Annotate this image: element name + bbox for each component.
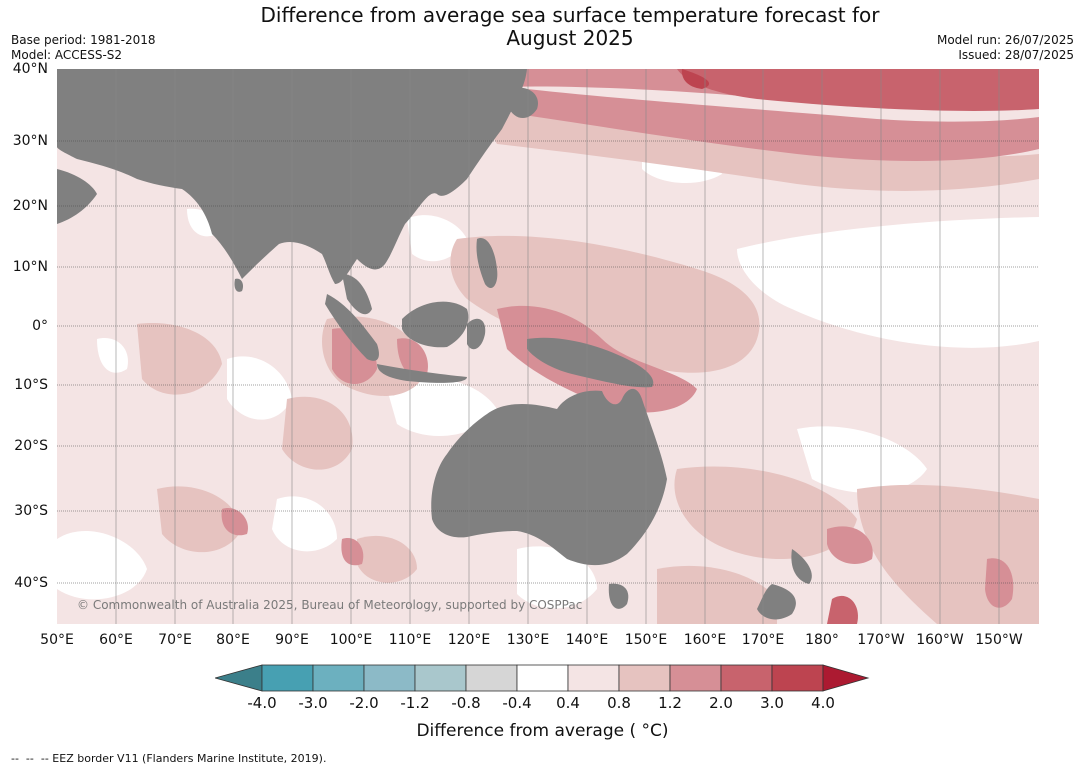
sst-anomaly-map (57, 69, 1039, 624)
lon-label: 80°E (216, 632, 250, 648)
graticule (57, 140, 1039, 584)
title-line-1: Difference from average sea surface temp… (260, 3, 880, 27)
lon-label: 170°E (741, 632, 785, 648)
colorbar-bin (567, 664, 620, 692)
colorbar-bin (618, 664, 671, 692)
lat-label: 20°N (12, 198, 48, 214)
colorbar-label: Difference from average ( °C) (416, 721, 669, 741)
colorbar-above-arrow (822, 664, 870, 692)
lon-label: 140°E (565, 632, 609, 648)
colorbar-tick: -1.2 (400, 694, 430, 712)
lat-label: 40°S (14, 575, 48, 591)
model-label: Model: ACCESS-S2 (11, 48, 123, 62)
philippines-islands (476, 238, 498, 289)
colorbar-tick: -0.8 (451, 694, 481, 712)
colorbar-tick: 3.0 (760, 694, 784, 712)
new-zealand-south-island (757, 584, 796, 620)
colorbar-tick: 1.2 (658, 694, 682, 712)
colorbar-bin (312, 664, 365, 692)
lon-label: 160°W (916, 632, 964, 648)
australia-continent (431, 388, 667, 566)
malay-peninsula (342, 274, 372, 315)
model-run-label: Model run: 26/07/2025 (936, 33, 1074, 47)
colorbar-tick: -4.0 (247, 694, 277, 712)
meta-left: Base period: 1981-2018 Model: ACCESS-S2 (11, 33, 156, 63)
issued-label: Issued: 28/07/2025 (958, 48, 1074, 62)
meridians (115, 69, 1000, 624)
colorbar-bin (669, 664, 722, 692)
lon-label: 170°W (857, 632, 905, 648)
new-zealand-north-island (791, 549, 812, 584)
lat-label: 10°N (12, 259, 48, 275)
lat-label: 30°N (12, 133, 48, 149)
new-guinea-island (527, 337, 654, 388)
colorbar-tick: 4.0 (811, 694, 835, 712)
sumatra-island (325, 294, 379, 361)
colorbar-bin (720, 664, 773, 692)
colorbar-tick: 2.0 (709, 694, 733, 712)
meta-right: Model run: 26/07/2025 Issued: 28/07/2025 (937, 33, 1074, 63)
lon-label: 160°E (683, 632, 727, 648)
anomaly-band-3.0-4.0 (681, 69, 710, 89)
lon-label: 180° (805, 632, 839, 648)
colorbar (215, 664, 870, 692)
lon-label: 150°E (624, 632, 668, 648)
japan-island (507, 87, 538, 119)
lat-label: 0° (32, 318, 48, 334)
lon-label: 100°E (329, 632, 373, 648)
borneo-island (402, 301, 469, 348)
lat-label: 10°S (14, 377, 48, 393)
sri-lanka-island (234, 278, 244, 292)
lon-label: 120°E (447, 632, 491, 648)
sulawesi-island (467, 318, 486, 350)
lat-label: 40°N (12, 61, 48, 77)
colorbar-bin (516, 664, 569, 692)
colorbar-tick: 0.8 (607, 694, 631, 712)
colorbar-tick: 0.4 (556, 694, 580, 712)
lon-label: 150°W (975, 632, 1023, 648)
lon-label: 60°E (99, 632, 133, 648)
colorbar-tick: -3.0 (298, 694, 328, 712)
lat-label: 20°S (14, 438, 48, 454)
eez-footnote: -- -- -- EEZ border V11 (Flanders Marine… (11, 752, 327, 765)
colorbar-bin (465, 664, 518, 692)
lon-label: 130°E (506, 632, 550, 648)
title-line-2: August 2025 (506, 26, 634, 50)
colorbar-tick: -0.4 (502, 694, 532, 712)
chart-title: Difference from average sea surface temp… (170, 4, 970, 50)
lon-label: 90°E (275, 632, 309, 648)
lon-label: 50°E (40, 632, 74, 648)
lat-label: 30°S (14, 503, 48, 519)
colorbar-bin (414, 664, 467, 692)
colorbar-below-arrow (215, 664, 263, 692)
copyright-notice: © Commonwealth of Australia 2025, Bureau… (77, 598, 583, 612)
colorbar-bin (261, 664, 314, 692)
colorbar-tick: -2.0 (349, 694, 379, 712)
lon-label: 110°E (388, 632, 432, 648)
arabia-peninsula (57, 169, 97, 224)
java-island (377, 364, 467, 383)
colorbar-bins (261, 664, 824, 692)
colorbar-bin (771, 664, 824, 692)
lon-label: 70°E (158, 632, 192, 648)
tasmania-island (608, 583, 629, 609)
colorbar-bin (363, 664, 416, 692)
base-period-label: Base period: 1981-2018 (11, 33, 156, 47)
